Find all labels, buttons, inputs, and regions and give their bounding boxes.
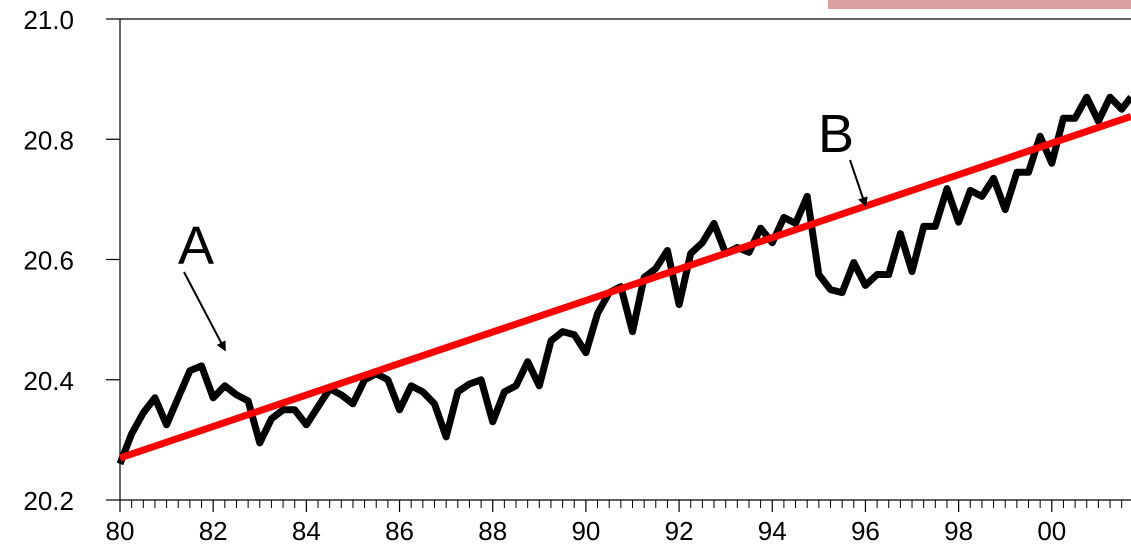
x-tick-label: 86	[385, 516, 414, 545]
x-tick-label: 84	[292, 516, 321, 545]
y-tick-label: 20.4	[23, 366, 74, 396]
annotation-label: B	[818, 104, 854, 164]
y-tick-label: 20.8	[23, 125, 74, 155]
x-tick-label: 82	[199, 516, 228, 545]
x-tick-label: 00	[1037, 516, 1066, 545]
series-layer	[116, 93, 1131, 466]
x-tick-label: 96	[851, 516, 880, 545]
x-tick-label: 80	[106, 516, 135, 545]
data-line	[116, 93, 1131, 466]
axes	[119, 18, 1131, 501]
legend-swatch	[828, 0, 1131, 9]
annotation-label: A	[178, 216, 214, 276]
annotation-arrow	[849, 159, 868, 208]
ticks: 20.2 20.4 20.6 20.8 21.0 80 82 84 86 88 90 92 94 96 98…	[23, 5, 1123, 545]
x-tick-label: 90	[571, 516, 600, 545]
x-tick-label: 92	[665, 516, 694, 545]
x-tick-label: 98	[944, 516, 973, 545]
trend-line	[118, 113, 1131, 462]
annotations-layer: AB	[178, 104, 868, 352]
y-tick-label: 21.0	[23, 5, 74, 35]
y-tick-label: 20.6	[23, 246, 74, 276]
x-tick-label: 94	[758, 516, 787, 545]
y-tick-label: 20.2	[23, 486, 74, 516]
annotation-arrow	[183, 271, 226, 352]
x-tick-label: 88	[478, 516, 507, 545]
